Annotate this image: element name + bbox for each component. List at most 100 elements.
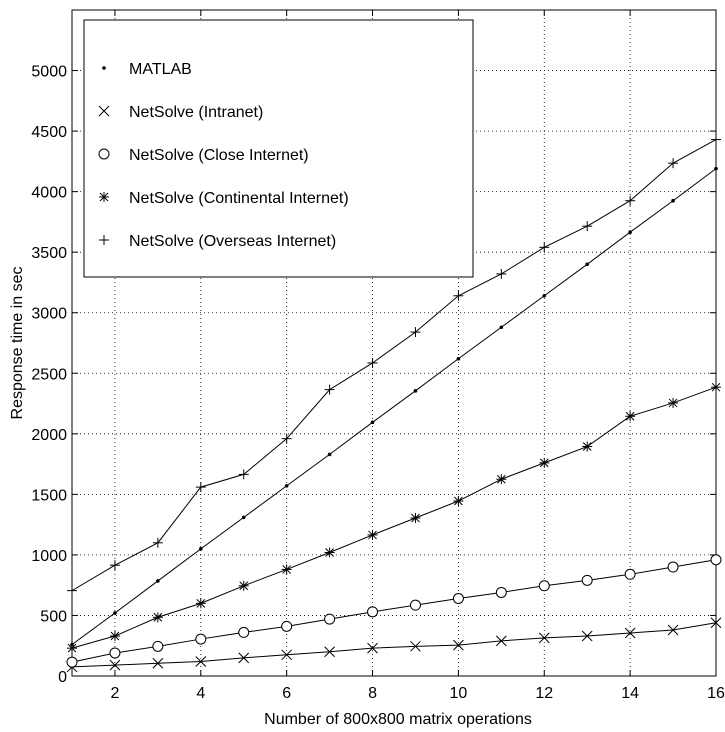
circle-outline (238, 626, 250, 638)
point-dot (102, 66, 106, 70)
point-dot (327, 452, 332, 457)
data-point (109, 647, 121, 659)
y-tick-label: 2000 (31, 427, 67, 444)
x-stroke (581, 630, 593, 642)
point-dot (113, 611, 117, 615)
x-stroke (109, 659, 121, 671)
data-point (628, 230, 632, 235)
series-line (71, 622, 717, 668)
circle-outline (367, 606, 379, 618)
data-point (152, 537, 163, 548)
circle-outline (495, 586, 507, 598)
data-point (539, 457, 550, 468)
data-point (538, 632, 550, 644)
data-point (624, 627, 636, 639)
circle-outline (152, 640, 164, 652)
data-point (241, 515, 246, 520)
data-point (668, 158, 679, 169)
data-point (413, 389, 418, 393)
circle-outline (409, 599, 421, 611)
y-tick-label: 4500 (31, 124, 67, 141)
point-dot (714, 166, 718, 171)
data-point (67, 585, 77, 596)
y-tick-label: 3000 (31, 306, 67, 323)
data-point (499, 325, 504, 330)
data-point (195, 482, 206, 493)
data-point (667, 561, 679, 573)
star-stroke (582, 442, 592, 451)
y-tick-label: 2500 (31, 366, 67, 383)
data-point (113, 611, 117, 615)
legend-marker (98, 148, 110, 160)
x-tick-label: 8 (368, 685, 377, 702)
x-stroke (624, 627, 636, 639)
x-stroke (667, 624, 679, 636)
data-point (581, 630, 593, 642)
legend-marker (99, 192, 109, 202)
circle-outline (109, 647, 121, 659)
data-point (409, 599, 421, 611)
star-stroke (153, 612, 163, 622)
grid-lines (72, 10, 716, 676)
y-tick-label: 3500 (31, 245, 67, 262)
data-point (156, 579, 160, 583)
series-line (71, 168, 717, 645)
point-dot (413, 389, 418, 393)
star-stroke (625, 411, 635, 421)
y-tick-label: 5000 (31, 64, 67, 81)
x-stroke (367, 642, 378, 654)
point-dot (284, 484, 289, 488)
series-2 (66, 554, 722, 668)
x-tick-label: 16 (707, 685, 725, 702)
legend-marker (102, 66, 106, 70)
data-point (281, 433, 292, 444)
data-point (625, 195, 636, 206)
x-stroke (538, 632, 550, 644)
x-tick-label: 12 (535, 685, 553, 702)
series-3 (67, 382, 721, 654)
series-0 (70, 166, 718, 647)
data-point (238, 469, 249, 480)
legend-label: NetSolve (Continental Internet) (129, 190, 349, 207)
data-point (367, 357, 378, 368)
series-1 (66, 617, 722, 673)
legend-box (83, 19, 474, 278)
data-point (109, 659, 121, 671)
x-stroke (152, 657, 164, 669)
point-dot (671, 198, 675, 203)
data-point (624, 568, 636, 580)
star-stroke (239, 581, 249, 591)
x-tick-label: 6 (282, 685, 291, 702)
data-point (495, 635, 507, 647)
point-dot (585, 262, 589, 267)
y-tick-label: 500 (40, 608, 67, 625)
data-point (324, 384, 335, 395)
data-point (152, 612, 163, 623)
data-point (582, 221, 593, 232)
data-point (456, 356, 461, 361)
data-point (671, 198, 675, 203)
x-stroke (195, 656, 207, 667)
legend-marker (99, 235, 109, 245)
data-point (152, 657, 164, 669)
data-point (496, 474, 507, 485)
data-point (195, 598, 206, 609)
data-point (109, 631, 120, 642)
x-stroke (238, 652, 250, 664)
star-stroke (110, 631, 120, 641)
star-stroke (368, 530, 377, 540)
circle-outline (710, 554, 722, 566)
point-dot (628, 230, 632, 235)
legend-marker (98, 105, 110, 117)
data-point (195, 633, 207, 645)
legend-label: MATLAB (129, 61, 192, 78)
star-stroke (668, 398, 678, 408)
data-point (238, 626, 250, 638)
star-stroke (99, 192, 109, 202)
data-point (496, 268, 507, 279)
circle-outline (195, 633, 207, 645)
x-stroke (495, 635, 507, 647)
point-dot (542, 293, 547, 298)
x-stroke (281, 649, 293, 661)
